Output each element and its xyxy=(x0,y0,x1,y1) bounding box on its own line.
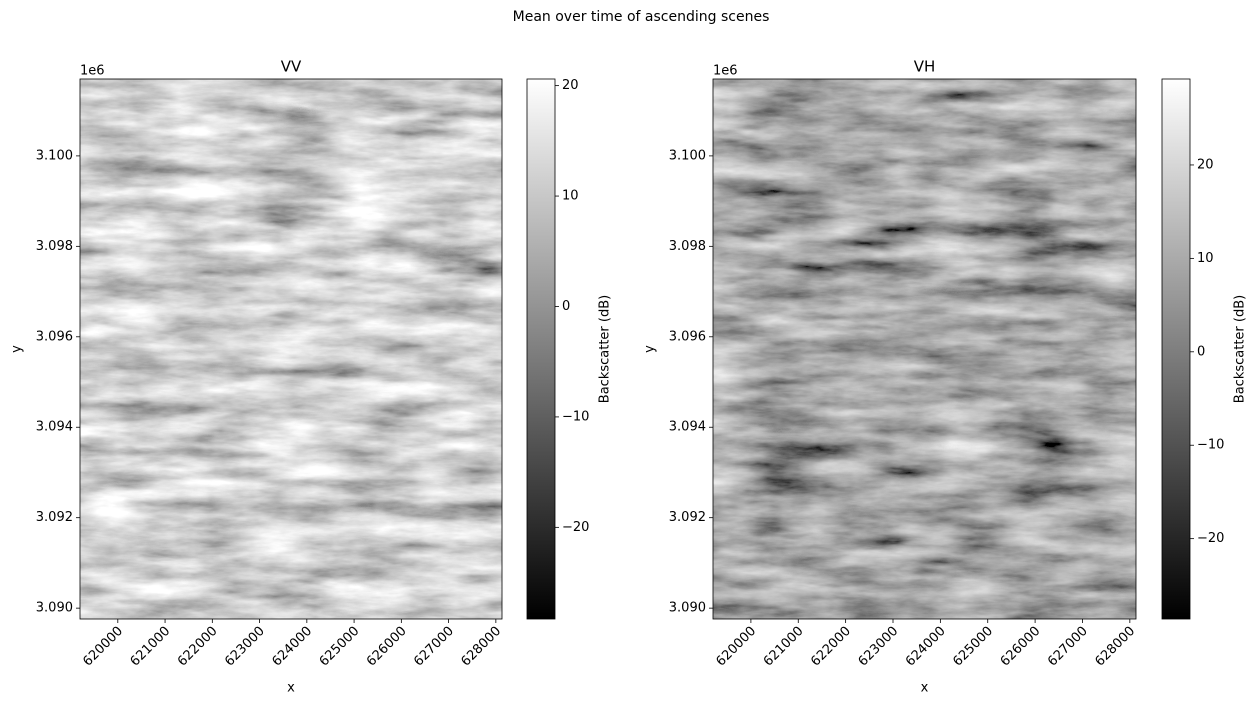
x-tick-label: 626000 xyxy=(364,624,410,670)
colorbar-tick-label: 20 xyxy=(562,78,579,93)
x-tick-label: 620000 xyxy=(713,624,759,670)
colorbar xyxy=(1161,78,1191,620)
y-tick-label: 3.094 xyxy=(669,420,706,435)
colorbar-tick-label: 0 xyxy=(1197,344,1205,359)
colorbar-tick-label: −20 xyxy=(562,520,589,535)
colorbar-label: Backscatter (dB) xyxy=(598,295,613,403)
x-tick-label: 625000 xyxy=(950,624,996,670)
x-tick-label: 628000 xyxy=(1092,624,1138,670)
colorbar-tick-label: 10 xyxy=(562,189,579,204)
y-tick-label: 3.098 xyxy=(36,239,73,254)
y-tick-label: 3.098 xyxy=(669,239,706,254)
y-offset-label: 1e6 xyxy=(713,64,738,79)
figure-title: Mean over time of ascending scenes xyxy=(513,9,770,25)
y-tick-label: 3.096 xyxy=(669,329,706,344)
colorbar-label: Backscatter (dB) xyxy=(1233,295,1248,403)
y-tick-label: 3.090 xyxy=(669,601,706,616)
x-tick-label: 621000 xyxy=(128,624,174,670)
colorbar-tick-label: 0 xyxy=(562,299,570,314)
x-tick-label: 622000 xyxy=(175,624,221,670)
x-tick-label: 623000 xyxy=(856,624,902,670)
x-tick-label: 622000 xyxy=(808,624,854,670)
x-tick-label: 624000 xyxy=(269,624,315,670)
x-tick-label: 624000 xyxy=(903,624,949,670)
axes-title: VH xyxy=(914,58,936,76)
raster-image xyxy=(713,79,1136,619)
x-tick-label: 621000 xyxy=(761,624,807,670)
raster-image xyxy=(80,79,502,619)
y-tick-label: 3.096 xyxy=(36,329,73,344)
x-tick-label: 627000 xyxy=(1045,624,1091,670)
y-tick-label: 3.100 xyxy=(36,148,73,163)
x-tick-label: 628000 xyxy=(458,624,504,670)
y-tick-label: 3.094 xyxy=(36,420,73,435)
colorbar-tick-label: −10 xyxy=(1197,438,1224,453)
y-axis-label: y xyxy=(10,345,25,353)
axes-title: VV xyxy=(281,58,302,76)
colorbar-tick-label: 10 xyxy=(1197,251,1214,266)
axes-frame xyxy=(79,78,503,620)
colorbar-tick-label: −20 xyxy=(1197,531,1224,546)
y-tick-label: 3.100 xyxy=(669,148,706,163)
x-tick-label: 623000 xyxy=(222,624,268,670)
y-tick-label: 3.090 xyxy=(36,601,73,616)
x-tick-label: 626000 xyxy=(998,624,1044,670)
colorbar-tick-label: 20 xyxy=(1197,157,1214,172)
x-axis-label: x xyxy=(287,681,295,696)
colorbar xyxy=(526,78,556,620)
x-tick-label: 625000 xyxy=(317,624,363,670)
axes-frame xyxy=(712,78,1137,620)
y-axis-label: y xyxy=(643,345,658,353)
x-tick-label: 627000 xyxy=(411,624,457,670)
x-axis-label: x xyxy=(921,681,929,696)
x-tick-label: 620000 xyxy=(80,624,126,670)
y-tick-label: 3.092 xyxy=(36,510,73,525)
colorbar-tick-label: −10 xyxy=(562,409,589,424)
y-offset-label: 1e6 xyxy=(80,64,105,79)
y-tick-label: 3.092 xyxy=(669,510,706,525)
